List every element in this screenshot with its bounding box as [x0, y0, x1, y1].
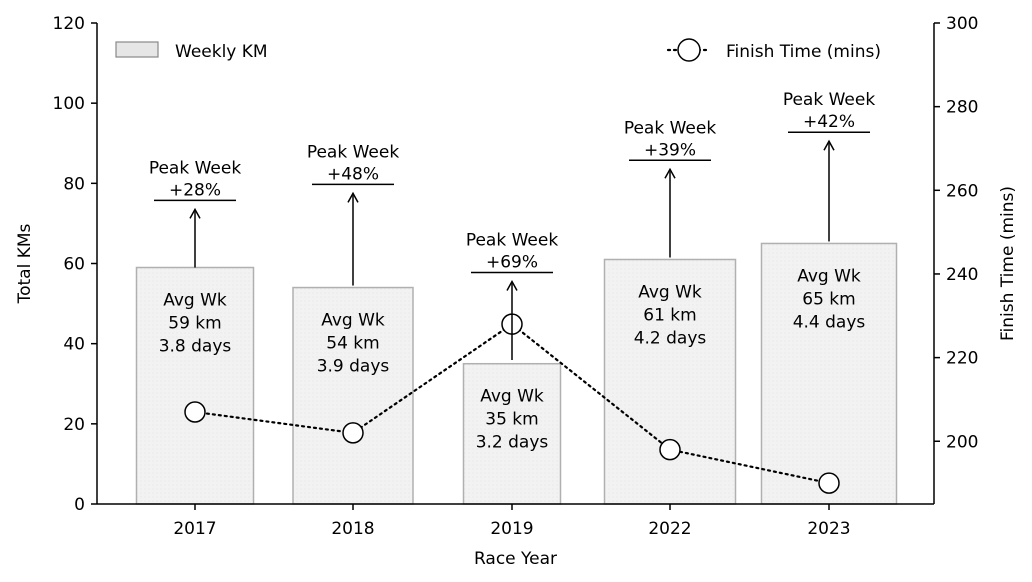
peak-label-pct-2019: +69%	[486, 253, 538, 273]
finish-time-line-layer	[184, 313, 840, 494]
bar-2022	[603, 258, 737, 505]
bar-label-2017-0: Avg Wk	[163, 291, 227, 311]
legend: Weekly KM Finish Time (mins)	[115, 38, 881, 62]
finish-time-line	[193, 322, 831, 485]
y-left-tick-label-60: 60	[63, 255, 85, 275]
finish-time-point-2022	[659, 438, 681, 461]
bar-label-2017-2: 3.8 days	[159, 337, 232, 357]
annotations-layer: Peak Week+28%Peak Week+48%Peak Week+69%P…	[149, 90, 876, 360]
bar-label-2018-2: 3.9 days	[317, 357, 390, 377]
legend-label-weekly-km: Weekly KM	[175, 42, 268, 62]
y-left-tick-label-40: 40	[63, 335, 85, 355]
bar-label-2017-1: 59 km	[168, 314, 221, 334]
y-right-tick-label-220: 220	[946, 349, 978, 369]
bar-label-2022-2: 4.2 days	[634, 328, 707, 348]
peak-label-title-2023: Peak Week	[783, 90, 876, 110]
legend-label-finish-time: Finish Time (mins)	[726, 42, 881, 62]
y-right-tick-label-300: 300	[946, 14, 978, 34]
peak-arrow-head-2017	[189, 207, 201, 219]
x-tick-label-2017: 2017	[173, 519, 216, 539]
y-right-tick-label-280: 280	[946, 98, 978, 118]
bar-label-2019-1: 35 km	[485, 410, 538, 430]
finish-time-point-2018	[342, 422, 364, 444]
axes-layer: 0 20 40 60 80 100 120 200 220 240 260 280 300 2017 201…	[15, 14, 1018, 569]
peak-arrow-head-2019	[506, 279, 518, 291]
x-tick-label-2019: 2019	[490, 519, 533, 539]
finish-time-point-2017	[184, 401, 206, 423]
peak-label-pct-2023: +42%	[803, 112, 855, 132]
legend-marker-finish-time	[677, 38, 701, 62]
bar-2017	[135, 266, 255, 505]
finish-time-point-2023	[818, 472, 840, 494]
bar-label-2022-0: Avg Wk	[638, 282, 702, 302]
peak-label-pct-2022: +39%	[644, 140, 696, 160]
bar-2023	[760, 242, 898, 505]
y-left-tick-label-100: 100	[53, 94, 85, 114]
peak-label-title-2022: Peak Week	[624, 118, 717, 138]
peak-arrow-head-2022	[664, 167, 676, 179]
bar-2019	[462, 362, 562, 505]
y-left-tick-label-20: 20	[63, 415, 85, 435]
y-right-tick-label-260: 260	[946, 181, 978, 201]
peak-label-pct-2018: +48%	[327, 164, 379, 184]
bar-label-2018-1: 54 km	[326, 334, 379, 354]
bars-layer: Avg Wk 59 km 3.8 days Avg Wk 54 km 3.9 days Av…	[135, 242, 898, 505]
y-left-tick-label-0: 0	[74, 495, 85, 515]
bar-label-2023-0: Avg Wk	[797, 266, 861, 286]
x-tick-label-2018: 2018	[331, 519, 374, 539]
y-axis-left-title: Total KMs	[15, 223, 35, 304]
peak-label-title-2017: Peak Week	[149, 158, 242, 178]
legend-swatch-weekly-km	[115, 41, 159, 58]
peak-arrow-head-2018	[347, 191, 359, 203]
peak-label-pct-2017: +28%	[169, 180, 221, 200]
peak-label-title-2018: Peak Week	[307, 142, 400, 162]
y-left-tick-label-80: 80	[63, 174, 85, 194]
y-left-tick-label-120: 120	[53, 14, 85, 34]
bar-label-2018-0: Avg Wk	[321, 311, 385, 331]
y-right-tick-label-240: 240	[946, 265, 978, 285]
x-tick-label-2022: 2022	[648, 519, 691, 539]
x-axis-title: Race Year	[474, 549, 557, 569]
bar-label-2022-1: 61 km	[643, 305, 696, 325]
peak-arrow-head-2023	[823, 139, 835, 151]
y-right-tick-label-200: 200	[946, 432, 978, 452]
bar-label-2023-1: 65 km	[802, 289, 855, 309]
bar-label-2019-0: Avg Wk	[480, 387, 544, 407]
x-tick-label-2023: 2023	[807, 519, 850, 539]
bar-2018	[292, 286, 414, 505]
bar-label-2019-2: 3.2 days	[476, 433, 549, 453]
peak-label-title-2019: Peak Week	[466, 231, 559, 251]
y-axis-right-title: Finish Time (mins)	[998, 186, 1018, 341]
bar-label-2023-2: 4.4 days	[793, 312, 866, 332]
